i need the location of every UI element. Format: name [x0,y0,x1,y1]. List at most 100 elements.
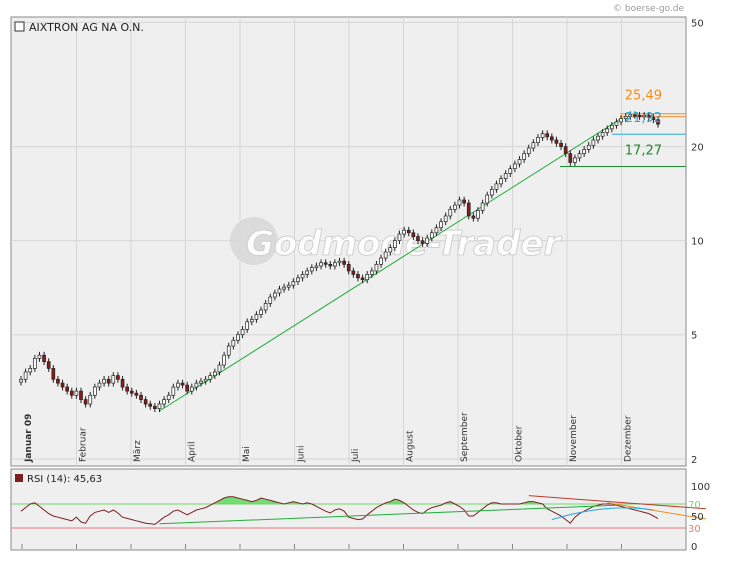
candle-body [388,247,393,253]
candle-body [134,392,139,396]
month-label: Oktober [514,425,524,462]
candle-body [129,390,134,394]
candle-body [222,354,226,366]
month-label: November [569,415,579,462]
candle-body [480,202,485,211]
candle-body [300,274,305,279]
month-label: April [187,441,197,462]
candle-body [106,378,111,384]
month-label: März [133,440,143,462]
candle-body [503,173,508,179]
candle-body [573,157,577,163]
candle-body [406,229,411,234]
candle-body [120,378,125,388]
candle-body [116,375,120,380]
rsi-tick-label: 100 [691,482,710,493]
candle-body [646,114,651,118]
candle-body [540,133,545,138]
candle-body [217,364,222,373]
candle-body [236,334,240,341]
candle-body [249,318,254,323]
candle-body [180,382,185,386]
candle-body [356,274,360,279]
candle-body [397,233,402,242]
candle-body [605,128,610,133]
watermark-text: Godmode-Trader [246,224,562,264]
rsi-tick-label: 0 [691,542,697,553]
candle-body [263,303,268,311]
candle-body [33,358,37,369]
candle-body [369,270,374,275]
candle-body [360,277,365,281]
candle-body [176,382,180,388]
candle-body [559,142,563,147]
candle-body [628,114,633,117]
candle-body [513,163,517,170]
candle-body [291,281,296,286]
candle-body [231,339,236,347]
candle-body [383,251,388,259]
level-label: 21,92 [625,111,662,126]
candle-body [83,399,88,405]
rsi-band-label: 70 [688,500,701,511]
candle-body [162,399,166,405]
candle-body [125,386,130,392]
candle-body [346,263,351,272]
candle-body [23,371,28,380]
candle-body [508,168,513,174]
candle-body [582,149,586,154]
rsi-series [11,495,707,529]
candle-body [60,382,65,388]
candle-body [351,270,356,275]
candle-body [462,199,466,204]
candle-body [273,292,277,298]
uptrend-line [159,118,622,412]
candle-body [259,309,263,315]
candle-body [337,260,342,264]
candle-body [651,117,656,121]
candle-body [282,286,286,290]
candle-body [476,210,480,219]
trend-lines [159,113,686,412]
rsi-legend-swatch [15,474,23,482]
candle-body [429,232,434,239]
candle-body [457,199,462,206]
watermark-layer: Godmode-Trader [230,217,563,265]
candle-body [194,382,199,388]
month-label: Juli [351,449,361,463]
candle-body [485,194,490,204]
candle-body [425,237,430,244]
candle-body [489,188,494,196]
candle-body [139,394,143,400]
candle-body [379,257,383,265]
candle-body [199,380,203,384]
month-label: August [405,430,415,462]
candle-body [65,386,69,392]
month-label: Januar 09 [24,414,34,463]
month-label: Juni [296,445,306,463]
rsi-line [20,496,659,525]
candle-body [434,227,439,234]
candle-body [166,394,171,400]
candles [19,111,660,413]
candle-body [254,314,259,320]
candle-body [633,114,637,117]
candle-body [494,183,499,190]
candle-body [623,116,628,119]
candle-body [157,403,162,409]
candle-body [596,135,600,141]
rsi-label: RSI (14): 45,63 [27,474,102,485]
candle-body [420,240,425,244]
candle-body [189,386,194,392]
candle-body [42,354,46,362]
candle-body [102,378,106,384]
candle-body [536,137,540,143]
rsi-panel [10,468,687,551]
month-label: Dezember [623,415,633,462]
candle-body [619,118,623,123]
rsi-blue-curve [551,507,654,521]
candle-body [79,390,83,400]
title-checkbox[interactable] [14,21,25,32]
candle-body [268,296,273,304]
